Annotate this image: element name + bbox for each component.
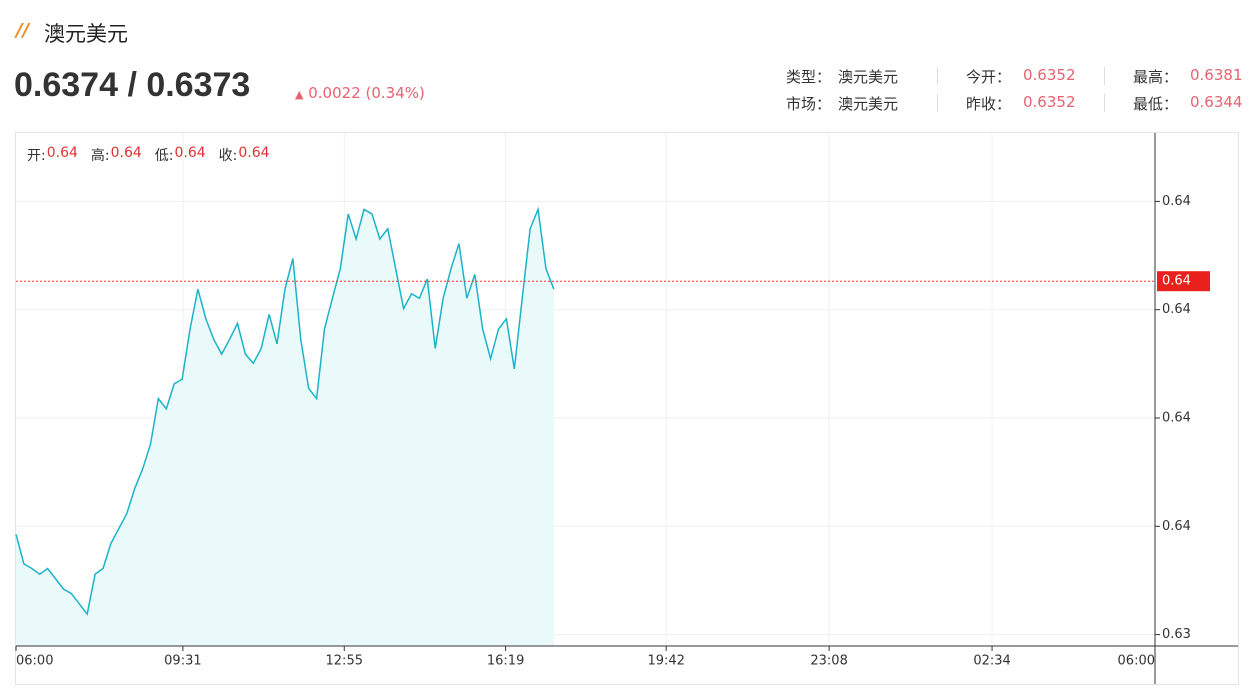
x-tick-label: 09:31 bbox=[164, 654, 201, 669]
ohlc-label: 高: bbox=[90, 148, 110, 164]
y-tick-label: 0.63 bbox=[1162, 627, 1191, 642]
stat-label: 今开： bbox=[966, 68, 1012, 86]
ohlc-value: 0.64 bbox=[238, 145, 270, 161]
x-tick-label: 23:08 bbox=[810, 654, 847, 669]
last-price-box bbox=[1157, 271, 1210, 292]
up-arrow: ▲ bbox=[295, 88, 304, 101]
logo-icon: // bbox=[16, 20, 30, 41]
x-tick-label: 19:42 bbox=[647, 654, 684, 669]
stat-label: 最低： bbox=[1133, 95, 1179, 113]
ohlc-label: 收: bbox=[218, 148, 238, 164]
ohlc-value: 0.64 bbox=[110, 145, 142, 161]
last-price-label: 0.64 bbox=[1162, 274, 1191, 289]
x-tick-label: 12:55 bbox=[326, 654, 363, 669]
stat-label: 类型： bbox=[786, 68, 832, 86]
ohlc-label: 开: bbox=[27, 148, 46, 164]
x-tick-label: 16:19 bbox=[487, 654, 524, 669]
ohlc-value: 0.64 bbox=[46, 145, 78, 161]
change: ▲ 0.0022 (0.34%) bbox=[295, 84, 425, 102]
stat-value: 澳元美元 bbox=[838, 68, 899, 86]
separator bbox=[937, 94, 938, 112]
stat-value: 0.6352 bbox=[1023, 66, 1076, 84]
y-tick-label: 0.64 bbox=[1162, 302, 1191, 317]
y-tick-label: 0.64 bbox=[1162, 411, 1191, 426]
x-tick-label: 02:34 bbox=[973, 654, 1010, 669]
title: 澳元美元 bbox=[44, 22, 128, 46]
stat-label: 昨收： bbox=[966, 95, 1012, 113]
stat-value: 0.6381 bbox=[1190, 66, 1243, 84]
stat-label: 市场： bbox=[786, 95, 832, 113]
x-tick-label: 06:00 bbox=[16, 654, 53, 669]
chart-frame bbox=[15, 132, 1239, 685]
y-tick-label: 0.64 bbox=[1162, 194, 1191, 209]
separator bbox=[937, 67, 938, 85]
ohlc-value: 0.64 bbox=[174, 145, 206, 161]
area bbox=[16, 209, 554, 646]
x-tick-label: 06:00 bbox=[1118, 654, 1155, 669]
stat-value: 0.6352 bbox=[1023, 93, 1076, 111]
separator bbox=[1104, 94, 1105, 112]
stat-value: 澳元美元 bbox=[838, 95, 899, 113]
change-value: 0.0022 (0.34%) bbox=[308, 84, 425, 102]
separator bbox=[1104, 67, 1105, 85]
stat-label: 最高： bbox=[1133, 68, 1179, 86]
price: 0.6374 / 0.6373 bbox=[14, 66, 251, 104]
ohlc-label: 低: bbox=[154, 148, 174, 164]
price-line bbox=[15, 206, 555, 616]
stat-value: 0.6344 bbox=[1190, 93, 1243, 111]
y-tick-label: 0.64 bbox=[1162, 519, 1191, 534]
